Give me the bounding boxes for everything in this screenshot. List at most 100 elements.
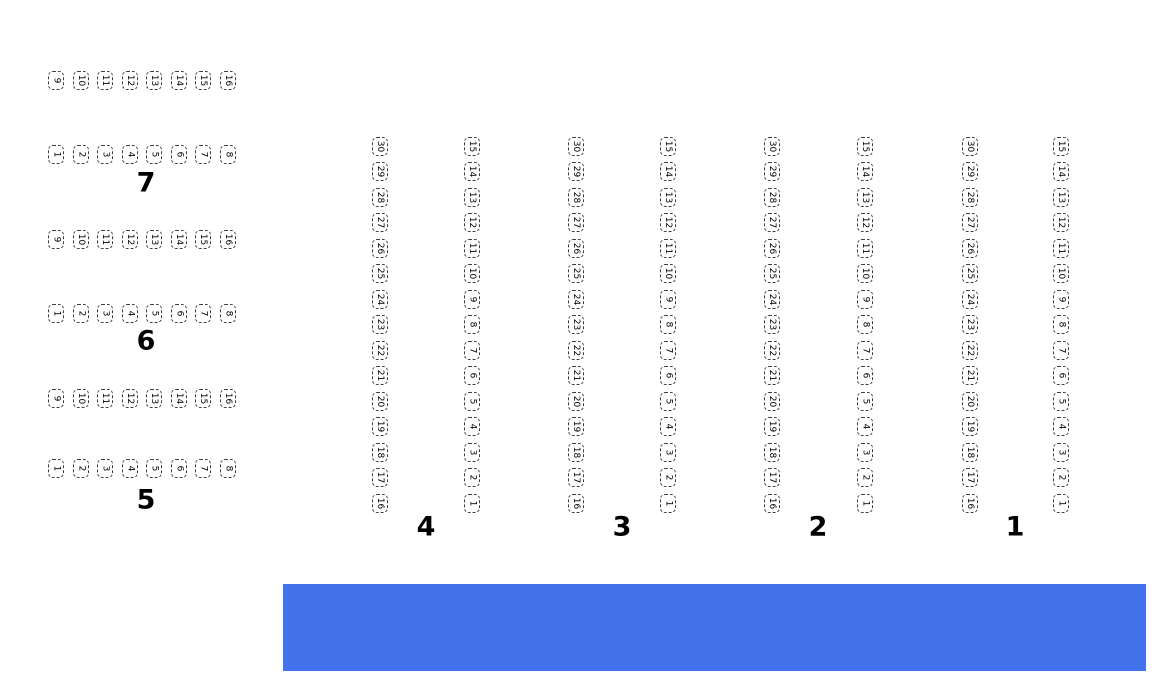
- seat[interactable]: 4: [660, 417, 676, 436]
- seat[interactable]: 19: [372, 417, 388, 436]
- seat[interactable]: 17: [568, 468, 584, 487]
- seat[interactable]: 25: [568, 264, 584, 283]
- seat[interactable]: 12: [856, 213, 873, 232]
- seat[interactable]: 17: [962, 468, 978, 487]
- seat[interactable]: 26: [568, 238, 584, 258]
- seat[interactable]: 13: [464, 187, 480, 207]
- seat[interactable]: 20: [372, 391, 388, 411]
- seat[interactable]: 16: [962, 493, 978, 513]
- seat[interactable]: 1: [856, 493, 873, 513]
- seat[interactable]: 22: [764, 340, 780, 360]
- seat[interactable]: 25: [962, 264, 978, 283]
- seat[interactable]: 12: [464, 213, 480, 232]
- seat[interactable]: 13: [1053, 187, 1069, 207]
- seat[interactable]: 7: [195, 144, 211, 164]
- seat[interactable]: 5: [146, 144, 162, 164]
- seat[interactable]: 18: [568, 442, 584, 462]
- seat[interactable]: 3: [1053, 442, 1069, 462]
- seat[interactable]: 20: [962, 391, 978, 411]
- seat[interactable]: 14: [170, 70, 187, 90]
- seat[interactable]: 2: [464, 468, 480, 487]
- seat[interactable]: 7: [660, 340, 676, 360]
- seat[interactable]: 21: [372, 366, 388, 385]
- seat[interactable]: 9: [1053, 289, 1069, 309]
- seat[interactable]: 24: [764, 289, 780, 309]
- seat[interactable]: 26: [962, 238, 978, 258]
- seat[interactable]: 11: [97, 388, 113, 408]
- seat[interactable]: 8: [219, 303, 236, 323]
- seat[interactable]: 26: [764, 238, 780, 258]
- seat[interactable]: 1: [464, 493, 480, 513]
- seat[interactable]: 12: [1053, 213, 1069, 232]
- seat[interactable]: 30: [962, 136, 978, 156]
- seat[interactable]: 24: [372, 289, 388, 309]
- seat[interactable]: 11: [856, 238, 873, 258]
- seat[interactable]: 13: [146, 70, 162, 90]
- seat[interactable]: 16: [219, 229, 236, 249]
- seat[interactable]: 28: [372, 187, 388, 207]
- seat[interactable]: 7: [464, 340, 480, 360]
- seat[interactable]: 5: [856, 391, 873, 411]
- seat[interactable]: 15: [195, 70, 211, 90]
- seat[interactable]: 27: [764, 213, 780, 232]
- seat[interactable]: 14: [170, 229, 187, 249]
- seat[interactable]: 30: [568, 136, 584, 156]
- seat[interactable]: 1: [48, 458, 64, 478]
- seat[interactable]: 29: [372, 162, 388, 181]
- seat[interactable]: 8: [660, 315, 676, 334]
- seat[interactable]: 28: [568, 187, 584, 207]
- seat[interactable]: 29: [568, 162, 584, 181]
- seat[interactable]: 12: [121, 388, 138, 408]
- seat[interactable]: 21: [962, 366, 978, 385]
- seat[interactable]: 3: [97, 458, 113, 478]
- seat[interactable]: 14: [1053, 162, 1069, 181]
- seat[interactable]: 9: [48, 388, 64, 408]
- seat[interactable]: 21: [764, 366, 780, 385]
- seat[interactable]: 27: [372, 213, 388, 232]
- seat[interactable]: 1: [660, 493, 676, 513]
- seat[interactable]: 25: [372, 264, 388, 283]
- seat[interactable]: 23: [568, 315, 584, 334]
- seat[interactable]: 2: [72, 458, 89, 478]
- seat[interactable]: 9: [48, 70, 64, 90]
- seat[interactable]: 3: [464, 442, 480, 462]
- seat[interactable]: 16: [219, 388, 236, 408]
- seat[interactable]: 9: [48, 229, 64, 249]
- seat[interactable]: 15: [195, 388, 211, 408]
- seat[interactable]: 15: [660, 136, 676, 156]
- seat[interactable]: 7: [1053, 340, 1069, 360]
- seat[interactable]: 1: [1053, 493, 1069, 513]
- seat[interactable]: 3: [97, 144, 113, 164]
- seat[interactable]: 22: [372, 340, 388, 360]
- seat[interactable]: 23: [962, 315, 978, 334]
- seat[interactable]: 1: [48, 144, 64, 164]
- seat[interactable]: 9: [660, 289, 676, 309]
- seat[interactable]: 11: [97, 70, 113, 90]
- seat[interactable]: 15: [464, 136, 480, 156]
- seat[interactable]: 12: [121, 229, 138, 249]
- seat[interactable]: 2: [72, 303, 89, 323]
- seat[interactable]: 4: [464, 417, 480, 436]
- seat[interactable]: 15: [1053, 136, 1069, 156]
- seat[interactable]: 18: [962, 442, 978, 462]
- seat[interactable]: 11: [464, 238, 480, 258]
- seat[interactable]: 9: [856, 289, 873, 309]
- seat[interactable]: 4: [121, 458, 138, 478]
- seat[interactable]: 11: [1053, 238, 1069, 258]
- seat[interactable]: 16: [764, 493, 780, 513]
- seat[interactable]: 7: [195, 458, 211, 478]
- seat[interactable]: 8: [1053, 315, 1069, 334]
- seat[interactable]: 4: [1053, 417, 1069, 436]
- seat[interactable]: 5: [464, 391, 480, 411]
- seat[interactable]: 5: [146, 303, 162, 323]
- seat[interactable]: 3: [97, 303, 113, 323]
- seat[interactable]: 18: [764, 442, 780, 462]
- seat[interactable]: 30: [764, 136, 780, 156]
- seat[interactable]: 19: [962, 417, 978, 436]
- seat[interactable]: 27: [962, 213, 978, 232]
- seat[interactable]: 14: [170, 388, 187, 408]
- seat[interactable]: 8: [219, 458, 236, 478]
- seat[interactable]: 3: [856, 442, 873, 462]
- seat[interactable]: 17: [372, 468, 388, 487]
- seat[interactable]: 6: [170, 458, 187, 478]
